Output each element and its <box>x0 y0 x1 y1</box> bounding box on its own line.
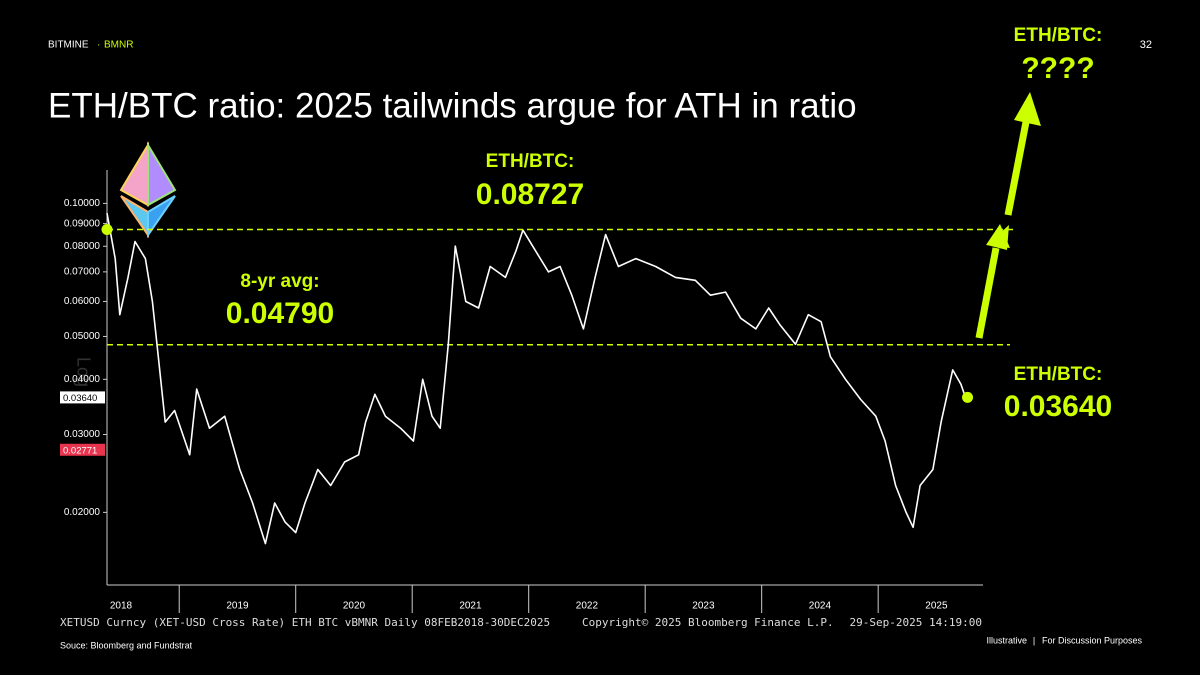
ratio-line <box>106 213 967 545</box>
peak-dot <box>101 224 113 236</box>
annotation-value: 0.03640 <box>1004 390 1112 423</box>
scale-label: Log <box>73 357 93 387</box>
y-tick-label: 0.06000 <box>64 296 101 307</box>
logo-part <box>147 195 176 239</box>
source: Souce: Bloomberg and Fundstrat <box>60 640 193 650</box>
x-tick-label: 2024 <box>809 601 832 612</box>
brand: BITMINE <box>48 40 89 51</box>
disclaimer: For Discussion Purposes <box>1042 635 1143 645</box>
disclaimer-separator: | <box>1033 635 1035 645</box>
chart-title: ETH/BTC ratio: 2025 tailwinds argue for … <box>48 86 857 125</box>
annotation-value: ???? <box>1021 52 1094 85</box>
annotation-value: 0.04790 <box>226 297 334 330</box>
timestamp: 29-Sep-2025 14:19:00 <box>850 616 982 629</box>
price-tag-label: 0.03640 <box>63 393 97 404</box>
annotation-label: ETH/BTC: <box>1014 364 1103 385</box>
price-tag <box>60 443 105 456</box>
x-tick-label: 2019 <box>226 601 249 612</box>
y-tick-label: 0.03000 <box>64 429 101 440</box>
y-tick-label: 0.10000 <box>64 198 101 209</box>
copyright: Copyright© 2025 Bloomberg Finance L.P. <box>582 616 834 629</box>
y-tick-label: 0.05000 <box>64 331 101 342</box>
annotation-label: ETH/BTC: <box>486 151 575 172</box>
disclaimer: Illustrative <box>986 635 1027 645</box>
price-tag <box>60 391 105 404</box>
current-dot <box>962 391 974 403</box>
x-tick-label: 2020 <box>343 601 366 612</box>
arrow-shaft <box>1004 121 1030 216</box>
annotation-label: 8-yr avg: <box>240 271 319 292</box>
annotation-label: ETH/BTC: <box>1014 25 1103 46</box>
ticker: BMNR <box>104 40 133 51</box>
eth-logo <box>119 141 177 239</box>
arrow-head <box>986 224 1010 248</box>
arrow-shaft <box>975 247 1000 339</box>
x-tick-label: 2023 <box>692 601 715 612</box>
x-tick-label: 2021 <box>459 601 482 612</box>
price-tag-label: 0.02771 <box>63 445 97 456</box>
brand-separator: · <box>97 40 100 51</box>
source-description: XETUSD Curncy (XET-USD Cross Rate) ETH B… <box>60 616 550 629</box>
page-number: 32 <box>1140 39 1152 51</box>
y-tick-label: 0.04000 <box>64 374 101 385</box>
logo-part <box>147 141 177 207</box>
arrow-head <box>1014 92 1041 126</box>
x-tick-label: 2022 <box>576 601 599 612</box>
y-tick-label: 0.09000 <box>64 218 101 229</box>
x-tick-label: 2025 <box>925 601 948 612</box>
annotation-value: 0.08727 <box>476 178 584 211</box>
y-tick-label: 0.07000 <box>64 267 101 278</box>
y-tick-label: 0.02000 <box>64 507 101 518</box>
x-tick-label: 2018 <box>110 601 133 612</box>
y-tick-label: 0.08000 <box>64 241 101 252</box>
arrows <box>975 92 1041 339</box>
